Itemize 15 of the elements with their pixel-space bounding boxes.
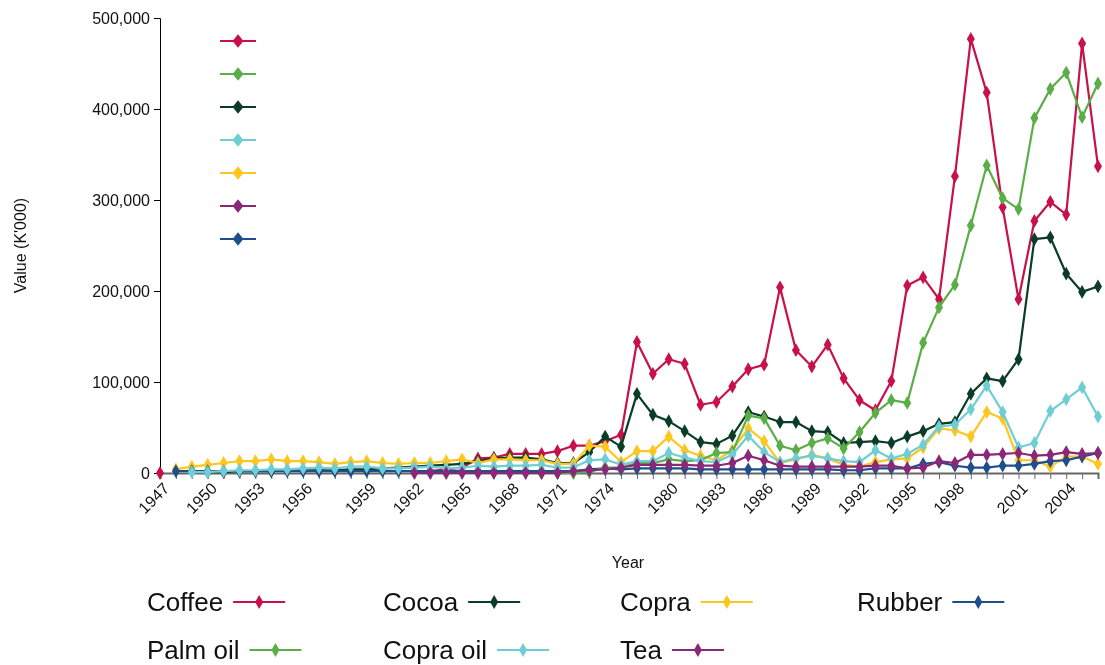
legend-label: Cocoa <box>383 587 459 617</box>
legend-label: Coffee <box>147 587 224 617</box>
legend-label: Copra <box>620 587 692 617</box>
y-axis-title: Value (K'000) <box>12 197 29 294</box>
y-tick-label: 500,000 <box>92 9 151 27</box>
y-tick-label: 300,000 <box>92 191 151 209</box>
y-tick-label: 400,000 <box>92 100 151 118</box>
x-axis-title: Year <box>611 554 645 571</box>
legend-label: Rubber <box>857 587 943 617</box>
y-tick-label: 0 <box>141 464 151 482</box>
legend-label: Palm oil <box>147 635 240 665</box>
y-tick-label: 100,000 <box>92 373 151 391</box>
legend-label: Copra oil <box>383 635 488 665</box>
y-tick-label: 200,000 <box>92 282 151 300</box>
legend-label: Tea <box>620 635 663 665</box>
